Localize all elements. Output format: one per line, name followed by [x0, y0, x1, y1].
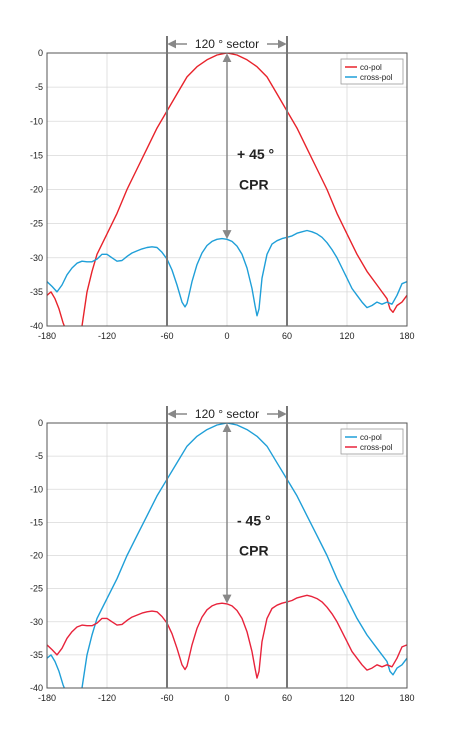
y-tick-label: -5: [35, 451, 43, 461]
y-tick-label: -25: [30, 584, 43, 594]
x-tick-label: -120: [98, 693, 116, 703]
y-tick-label: -20: [30, 551, 43, 561]
y-tick-label: -5: [35, 82, 43, 92]
legend-label-2: cross-pol: [360, 73, 393, 82]
plot-border: [46, 422, 408, 689]
legend-label-2: cross-pol: [360, 443, 393, 452]
chart-1: 120 ° sector + 45 ° CPR 0 -5 -10 -15 -20 -25 -30 -…: [30, 36, 415, 341]
chart-2: 120 ° sector - 45 ° CPR 0 -5 -10 -15 -20 -25 -30 -…: [30, 406, 415, 703]
y-tick-label: -10: [30, 116, 43, 126]
y-tick-label: -25: [30, 219, 43, 229]
x-tick-label: 0: [224, 331, 229, 341]
y-tick-label: -30: [30, 253, 43, 263]
series-line-2: [47, 229, 407, 317]
x-tick-label: 180: [399, 331, 414, 341]
x-tick-label: 0: [224, 693, 229, 703]
cpr-label-line2: CPR: [239, 543, 269, 559]
cpr-label-line2: CPR: [239, 177, 269, 193]
y-tick-label: -20: [30, 185, 43, 195]
x-tick-label: -180: [38, 331, 56, 341]
x-tick-label: -60: [160, 693, 173, 703]
legend-label-1: co-pol: [360, 433, 382, 442]
x-tick-label: -60: [160, 331, 173, 341]
y-tick-label: -15: [30, 517, 43, 527]
x-tick-label: 60: [282, 693, 292, 703]
y-tick-label: -40: [30, 321, 43, 331]
y-tick-label: 0: [38, 48, 43, 58]
sector-label: 120 ° sector: [195, 407, 259, 421]
sector-label: 120 ° sector: [195, 37, 259, 51]
x-tick-label: 120: [339, 693, 354, 703]
x-tick-label: 120: [339, 331, 354, 341]
x-tick-label: -120: [98, 331, 116, 341]
x-tick-label: 60: [282, 331, 292, 341]
x-tick-label: 180: [399, 693, 414, 703]
x-tick-label: -180: [38, 693, 56, 703]
y-tick-label: -15: [30, 150, 43, 160]
y-tick-label: -35: [30, 650, 43, 660]
cpr-label-line1: + 45 °: [237, 146, 274, 162]
y-tick-label: -30: [30, 617, 43, 627]
legend-box: [340, 58, 404, 85]
y-tick-label: 0: [38, 418, 43, 428]
cpr-label-line1: - 45 °: [237, 513, 271, 529]
plot-border: [46, 52, 408, 327]
series-line-1: [47, 53, 407, 326]
legend-label-1: co-pol: [360, 63, 382, 72]
series-line-2: [47, 594, 407, 679]
y-tick-label: -10: [30, 484, 43, 494]
series-line-1: [47, 423, 407, 688]
y-tick-label: -35: [30, 287, 43, 297]
y-tick-label: -40: [30, 683, 43, 693]
legend-box: [340, 428, 404, 455]
